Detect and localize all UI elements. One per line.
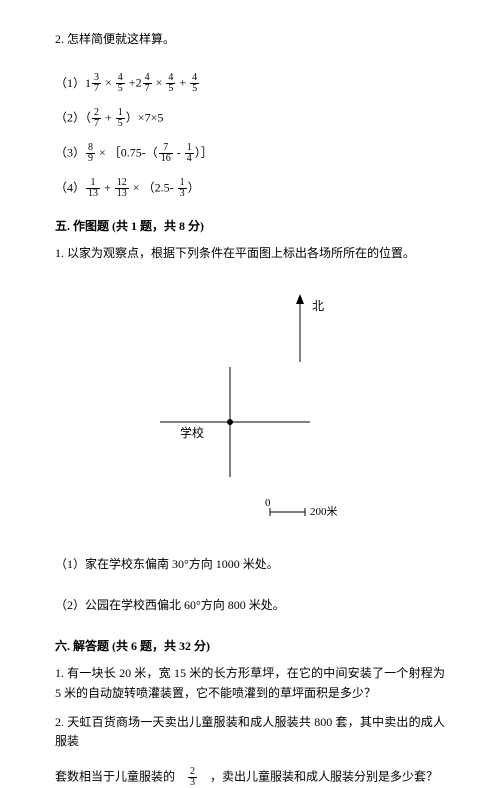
eq1-op4: + xyxy=(176,75,189,89)
equation-1: （1）137 × 45 +247 × 45 + 45 xyxy=(55,73,445,94)
eq2-op1: + xyxy=(102,110,115,124)
eq2-prefix: （2）（ xyxy=(55,110,91,124)
north-label: 北 xyxy=(312,299,324,313)
section-5-sub2: （2）公园在学校西偏北 60°方向 800 米处。 xyxy=(55,596,445,615)
equation-2: （2）（27 + 15）×7×5 xyxy=(55,108,445,129)
eq4-post: ） xyxy=(188,180,200,194)
fraction-icon: 45 xyxy=(190,73,199,94)
section-6-heading: 六. 解答题 (共 6 题，共 32 分) xyxy=(55,637,445,656)
fraction-icon: 14 xyxy=(185,143,194,164)
fraction-icon: 113 xyxy=(86,178,100,199)
location-diagram-icon: 北 学校 0 200米 xyxy=(130,282,370,527)
eq3-post: ）］ xyxy=(195,145,213,159)
q2b-prefix: 套数相当于儿童服装的 xyxy=(55,769,187,783)
fraction-icon: 15 xyxy=(116,108,125,129)
fraction-icon: 89 xyxy=(86,143,95,164)
eq4-op2: × （2.5- xyxy=(130,180,177,194)
eq3-op1: × ［0.75-（ xyxy=(96,145,158,159)
diagram-container: 北 学校 0 200米 xyxy=(55,282,445,533)
fraction-icon: 27 xyxy=(92,108,101,129)
q2b-post: ，卖出儿童服装和成人服装分别是多少套？ xyxy=(198,769,438,783)
eq3-prefix: （3） xyxy=(55,145,85,159)
fraction-icon: 23 xyxy=(188,767,197,788)
fraction-icon: 13 xyxy=(178,178,187,199)
eq3-op2: - xyxy=(174,145,184,159)
section-6-q1: 1. 有一块长 20 米，宽 15 米的长方形草坪，在它的中间安装了一个射程为 … xyxy=(55,664,445,702)
scale-label: 200米 xyxy=(310,505,338,518)
section-5-q1: 1. 以家为观察点，根据下列条件在平面图上标出各场所所在的位置。 xyxy=(55,244,445,263)
equation-3: （3）89 × ［0.75-（716 - 14）］ xyxy=(55,143,445,164)
question-2-intro: 2. 怎样简便就这样算。 xyxy=(55,30,445,49)
fraction-icon: 37 xyxy=(92,73,101,94)
fraction-icon: 45 xyxy=(166,73,175,94)
section-5-heading: 五. 作图题 (共 1 题，共 8 分) xyxy=(55,217,445,236)
fraction-icon: 45 xyxy=(116,73,125,94)
eq1-op1: × xyxy=(102,75,115,89)
scale-zero: 0 xyxy=(265,497,271,509)
fraction-icon: 1213 xyxy=(115,178,129,199)
section-6-q2a: 2. 天虹百货商场一天卖出儿童服装和成人服装共 800 套，其中卖出的成人服装 xyxy=(55,713,445,751)
school-point-icon xyxy=(227,419,233,425)
section-6-q2b: 套数相当于儿童服装的 23 ，卖出儿童服装和成人服装分别是多少套？ xyxy=(55,767,445,788)
eq2-post: ）×7×5 xyxy=(126,110,164,124)
eq1-op3: × xyxy=(153,75,166,89)
eq4-op1: + xyxy=(101,180,114,194)
eq1-op2: +2 xyxy=(126,75,142,89)
school-label: 学校 xyxy=(180,425,204,440)
eq1-prefix: （1）1 xyxy=(55,74,91,93)
fraction-icon: 716 xyxy=(159,143,173,164)
equation-4: （4）113 + 1213 × （2.5- 13） xyxy=(55,178,445,199)
section-5-sub1: （1）家在学校东偏南 30°方向 1000 米处。 xyxy=(55,555,445,574)
fraction-icon: 47 xyxy=(143,73,152,94)
eq4-prefix: （4） xyxy=(55,180,85,194)
